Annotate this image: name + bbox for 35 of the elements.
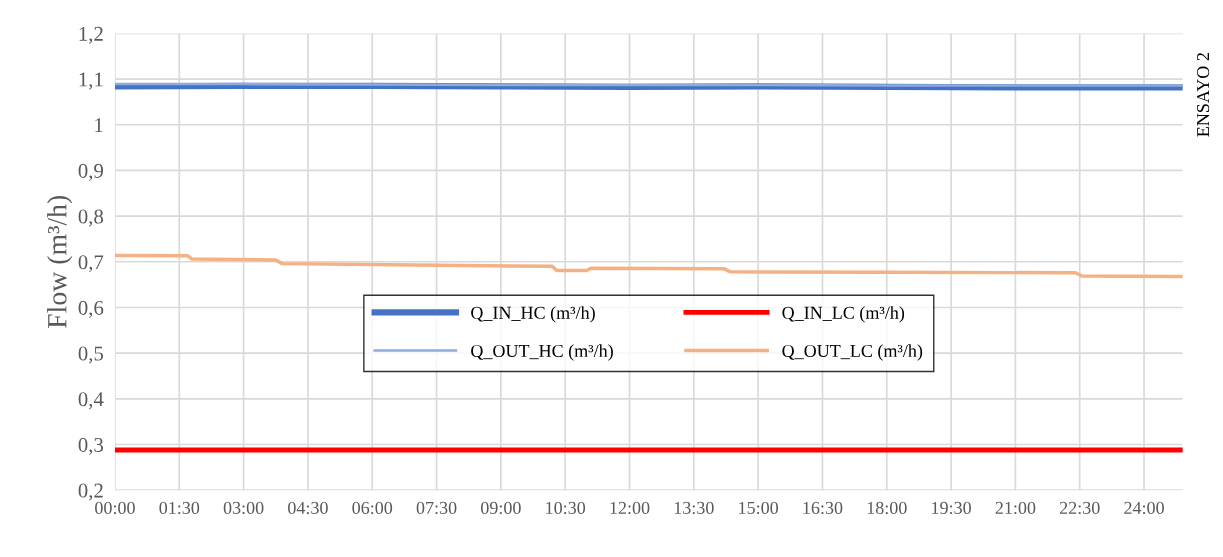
x-tick-label: 00:00: [95, 501, 135, 515]
y-tick-label: 0,7: [78, 255, 104, 273]
legend-label: Q_OUT_HC (m³/h): [471, 344, 613, 361]
y-tick-label: 0,6: [78, 300, 104, 318]
x-tick-label: 24:00: [1124, 501, 1164, 515]
y-tick-label: 0,4: [78, 392, 104, 410]
y-axis-title: Flow (m³/h): [47, 195, 73, 329]
x-tick-label: 22:30: [1059, 501, 1100, 515]
y-tick-label: 0,3: [78, 437, 104, 455]
x-tick-label: 18:00: [867, 501, 907, 515]
y-tick-label: 0,8: [78, 209, 104, 227]
x-tick-label: 10:30: [546, 501, 586, 515]
x-tick-label: 13:30: [674, 501, 714, 515]
x-tick-label: 04:30: [288, 501, 328, 515]
legend-label: Q_OUT_LC (m³/h): [782, 344, 923, 361]
legend-label: Q_IN_LC (m³/h): [782, 306, 905, 323]
x-tick-label: 09:00: [480, 501, 521, 515]
y-tick-label: 0,2: [78, 483, 103, 501]
x-tick-label: 15:00: [739, 501, 779, 515]
x-tick-label: 07:30: [416, 501, 457, 515]
x-tick-label: 19:30: [932, 501, 971, 515]
x-tick-label: 21:00: [995, 501, 1036, 515]
line-series: [114, 253, 1183, 279]
y-tick-label: 0,5: [78, 346, 104, 364]
x-tick-label: 12:00: [610, 501, 650, 515]
y-tick-label: 1,2: [79, 26, 103, 44]
y-tick-label: 1,1: [79, 72, 103, 90]
x-tick-label: 03:00: [223, 501, 264, 515]
y-tick-label: 1: [95, 118, 103, 132]
x-tick-label: 16:30: [803, 501, 843, 515]
legend-label: Q_IN_HC (m³/h): [471, 306, 595, 323]
y-tick-label: 0,9: [78, 163, 103, 181]
text: ENSAYO 2: [1197, 53, 1210, 137]
x-tick-label: 06:00: [352, 501, 393, 515]
x-tick-label: 01:30: [159, 501, 200, 515]
